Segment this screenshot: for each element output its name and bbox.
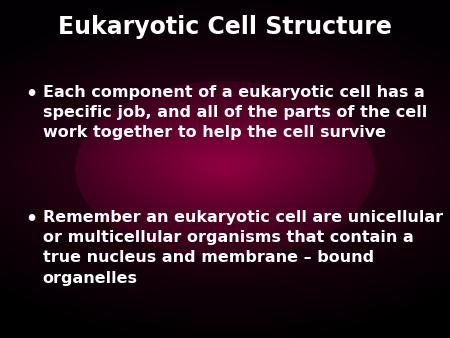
Text: Remember an eukaryotic cell are unicellular
or multicellular organisms that cont: Remember an eukaryotic cell are unicellu…	[43, 210, 443, 286]
Text: Eukaryotic Cell Structure: Eukaryotic Cell Structure	[58, 15, 392, 39]
Text: •: •	[25, 210, 37, 228]
Text: •: •	[25, 84, 37, 103]
Text: Each component of a eukaryotic cell has a
specific job, and all of the parts of : Each component of a eukaryotic cell has …	[43, 84, 427, 140]
